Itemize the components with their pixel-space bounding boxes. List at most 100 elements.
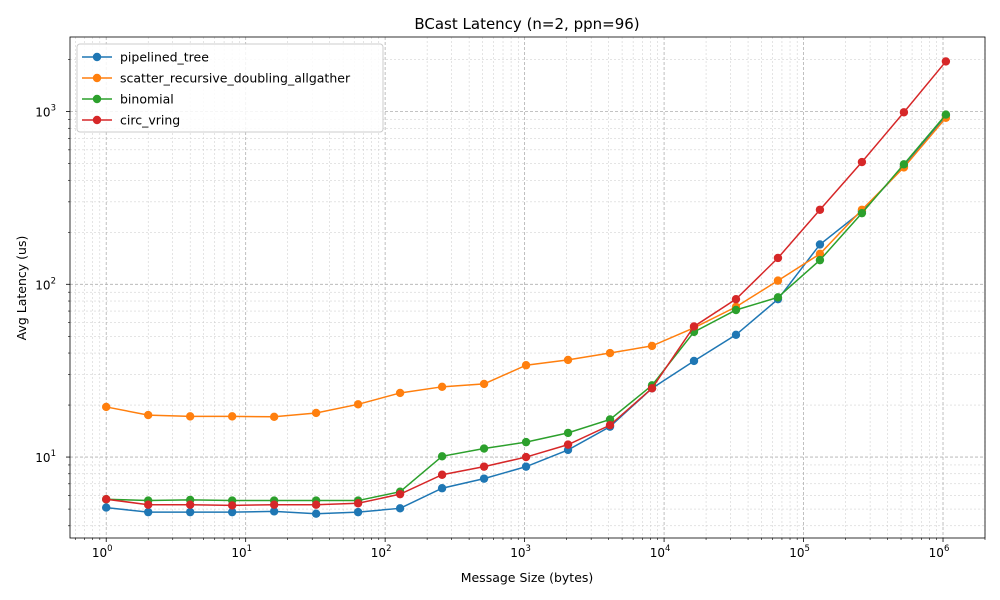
data-point [311, 509, 321, 518]
legend-label: binomial [120, 92, 174, 107]
data-point [227, 501, 237, 510]
x-tick-label: 106 [929, 544, 950, 560]
legend-marker [92, 52, 102, 62]
x-axis-label: Message Size (bytes) [461, 570, 594, 585]
legend-entry: scatter_recursive_doubling_allgather [82, 71, 351, 86]
data-point [185, 412, 195, 421]
y-tick-label-base: 10 [35, 106, 50, 120]
data-point [395, 504, 405, 513]
data-point [899, 108, 909, 117]
x-tick-label: 101 [231, 544, 252, 560]
data-point [353, 400, 363, 409]
y-tick-label: 101 [35, 449, 56, 465]
x-tick-label-base: 10 [231, 546, 246, 560]
legend-label: scatter_recursive_doubling_allgather [120, 71, 351, 86]
x-tick-label: 105 [789, 544, 810, 560]
legend-entry: binomial [82, 92, 174, 107]
plot-frame [69, 36, 986, 539]
data-point [437, 470, 447, 479]
data-point [353, 499, 363, 508]
y-tick-label-exponent: 2 [51, 276, 56, 286]
x-tick-label-exponent: 1 [247, 544, 252, 554]
legend-label: circ_vring [120, 113, 180, 128]
data-point [521, 361, 531, 370]
x-tick-label-exponent: 6 [944, 544, 949, 554]
data-point [521, 462, 531, 471]
legend-box [76, 43, 384, 133]
x-tick-label-exponent: 5 [804, 544, 809, 554]
data-point [143, 500, 153, 509]
y-tick-label-exponent: 1 [51, 449, 56, 459]
data-point [815, 240, 825, 249]
data-point [102, 402, 111, 412]
data-point [437, 452, 447, 461]
y-tick-label-base: 10 [35, 451, 50, 465]
data-point [269, 507, 279, 516]
data-point [857, 157, 867, 167]
y-tick-label: 102 [35, 276, 56, 292]
x-tick-label-base: 10 [929, 546, 944, 560]
data-point [479, 474, 489, 483]
series-scatter-recursive-doubling-allgather [102, 113, 951, 422]
data-point [227, 412, 237, 421]
legend: pipelined_tree scatter_recursive_doubling… [76, 43, 384, 133]
data-point [185, 500, 195, 509]
y-tick-label-base: 10 [35, 278, 50, 292]
y-tick-label-exponent: 3 [51, 104, 56, 114]
x-tick-label: 102 [371, 544, 392, 560]
data-point [395, 388, 405, 398]
data-point [102, 503, 111, 512]
data-point [731, 305, 741, 315]
data-point [689, 322, 699, 331]
data-point [437, 382, 447, 392]
x-tick-label: 103 [510, 544, 531, 560]
legend-marker [92, 73, 102, 83]
data-point [269, 412, 279, 422]
x-tick-label-base: 10 [92, 546, 107, 560]
data-point [143, 410, 153, 420]
x-tick-label-exponent: 0 [107, 544, 112, 554]
data-point [353, 507, 363, 517]
y-axis-label: Avg Latency (us) [14, 236, 29, 341]
data-point [521, 437, 531, 447]
data-point [311, 500, 321, 509]
legend-entry: circ_vring [82, 113, 180, 128]
data-point [479, 379, 489, 389]
x-tick-label-exponent: 4 [665, 544, 670, 554]
data-point [857, 208, 867, 218]
series-circ-vring [102, 57, 951, 510]
data-point [899, 160, 909, 169]
x-tick-label-base: 10 [650, 546, 665, 560]
x-tick-label-base: 10 [510, 546, 525, 560]
series-layer [102, 57, 951, 518]
data-point [941, 57, 951, 66]
x-tick-label: 104 [650, 544, 671, 560]
x-tick-label-exponent: 3 [526, 544, 531, 554]
data-point [815, 249, 825, 259]
data-point [647, 384, 657, 393]
data-point [563, 440, 573, 449]
data-point [647, 341, 657, 351]
legend-label: pipelined_tree [120, 50, 209, 65]
data-point [773, 276, 783, 285]
data-point [815, 255, 825, 265]
data-point [269, 500, 279, 509]
data-point [773, 293, 783, 302]
data-point [689, 356, 699, 366]
data-point [563, 428, 573, 438]
data-point [605, 420, 615, 430]
data-point [102, 495, 111, 504]
data-point [815, 205, 825, 214]
data-point [605, 348, 615, 358]
data-point [437, 484, 447, 493]
data-point [773, 253, 783, 263]
x-tick-label-base: 10 [789, 546, 804, 560]
data-point [563, 355, 573, 365]
data-point [731, 294, 741, 304]
data-point [143, 507, 153, 517]
data-point [941, 110, 951, 119]
x-tick-label-exponent: 2 [386, 544, 391, 554]
data-point [185, 507, 195, 517]
